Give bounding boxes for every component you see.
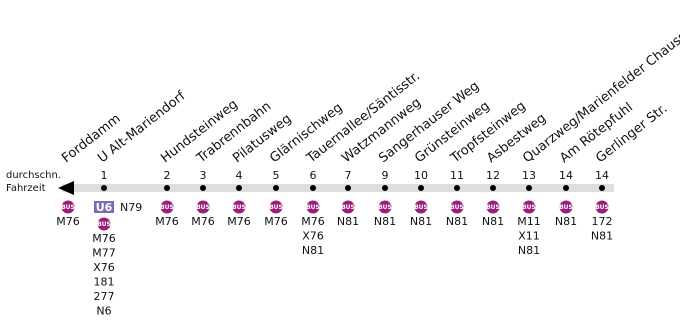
bus-line: N81 [374,215,396,228]
bus-line: N81 [410,215,432,228]
bus-line: M76 [191,215,215,228]
stop-dot [599,185,605,191]
bus-icon [341,200,355,214]
travel-time: 6 [310,169,317,182]
night-line: N79 [120,201,142,214]
legend-label: Fahrzeit [6,183,46,194]
travel-time: 3 [200,169,207,182]
bus-icon-label: BUS [522,204,536,211]
bus-icon-label: BUS [378,204,392,211]
bus-line: N81 [337,215,359,228]
bus-icon-label: BUS [486,204,500,211]
bus-icon [450,200,464,214]
bus-icon-label: BUS [97,221,111,228]
bus-icon-label: BUS [232,204,246,211]
bus-line: M76 [301,215,325,228]
bus-icon-label: BUS [61,204,75,211]
bus-icon-label: BUS [414,204,428,211]
travel-time: 12 [486,169,500,182]
travel-time: 9 [382,169,389,182]
bus-line: N81 [518,244,540,257]
stop-dot [454,185,460,191]
bus-line: N81 [302,244,324,257]
bus-line: 172 [592,215,613,228]
bus-line: N81 [446,215,468,228]
bus-icon [97,217,111,231]
legend-label: durchschn. [6,170,61,181]
bus-line: X76 [302,230,324,243]
bus-icon-label: BUS [595,204,609,211]
bus-icon [61,200,75,214]
bus-icon [559,200,573,214]
bus-icon [232,200,246,214]
travel-time: 1 [101,169,108,182]
bus-line: N81 [555,215,577,228]
bus-line: M76 [155,215,179,228]
stop-dot [490,185,496,191]
travel-time: 2 [164,169,171,182]
bus-icon [378,200,392,214]
stop-dot [273,185,279,191]
bus-icon-label: BUS [450,204,464,211]
travel-time: 5 [273,169,280,182]
stop-dot [310,185,316,191]
travel-time: 13 [522,169,536,182]
travel-time: 11 [450,169,464,182]
bus-icon [269,200,283,214]
route-bar [62,184,614,192]
stop-dot [236,185,242,191]
bus-line: X76 [93,261,115,274]
bus-line: M76 [56,215,80,228]
bus-icon-label: BUS [269,204,283,211]
bus-icon-label: BUS [341,204,355,211]
ubahn-line: U6 [96,201,113,214]
travel-time: 4 [236,169,243,182]
bus-icon [160,200,174,214]
bus-line: N6 [96,305,111,318]
stop-dot [164,185,170,191]
bus-line: X11 [518,230,540,243]
stop-dot [563,185,569,191]
bus-icon-label: BUS [160,204,174,211]
bus-line: M76 [227,215,251,228]
bus-line: M77 [92,247,116,260]
direction-arrow [58,181,74,195]
travel-time: 7 [345,169,352,182]
stop-dot [200,185,206,191]
bus-icon [196,200,210,214]
bus-icon [595,200,609,214]
bus-icon [414,200,428,214]
bus-line: M76 [264,215,288,228]
stop-dot [345,185,351,191]
bus-icon [486,200,500,214]
ubahn-badge [94,201,114,213]
bus-icon [522,200,536,214]
bus-line: M11 [517,215,541,228]
stop-name: Quarzweg/Marienfelder Chaussee [520,19,680,166]
bus-line: 277 [94,290,115,303]
travel-time: 10 [414,169,428,182]
travel-time: 14 [559,169,573,182]
stop-dot [418,185,424,191]
stop-dot [382,185,388,191]
bus-icon [306,200,320,214]
bus-icon-label: BUS [559,204,573,211]
bus-line: M76 [92,232,116,245]
stop-dot [101,185,107,191]
bus-line: 181 [94,276,115,289]
bus-icon-label: BUS [306,204,320,211]
travel-time: 14 [595,169,609,182]
bus-line: N81 [591,230,613,243]
bus-line: N81 [482,215,504,228]
bus-icon-label: BUS [196,204,210,211]
stop-dot [526,185,532,191]
